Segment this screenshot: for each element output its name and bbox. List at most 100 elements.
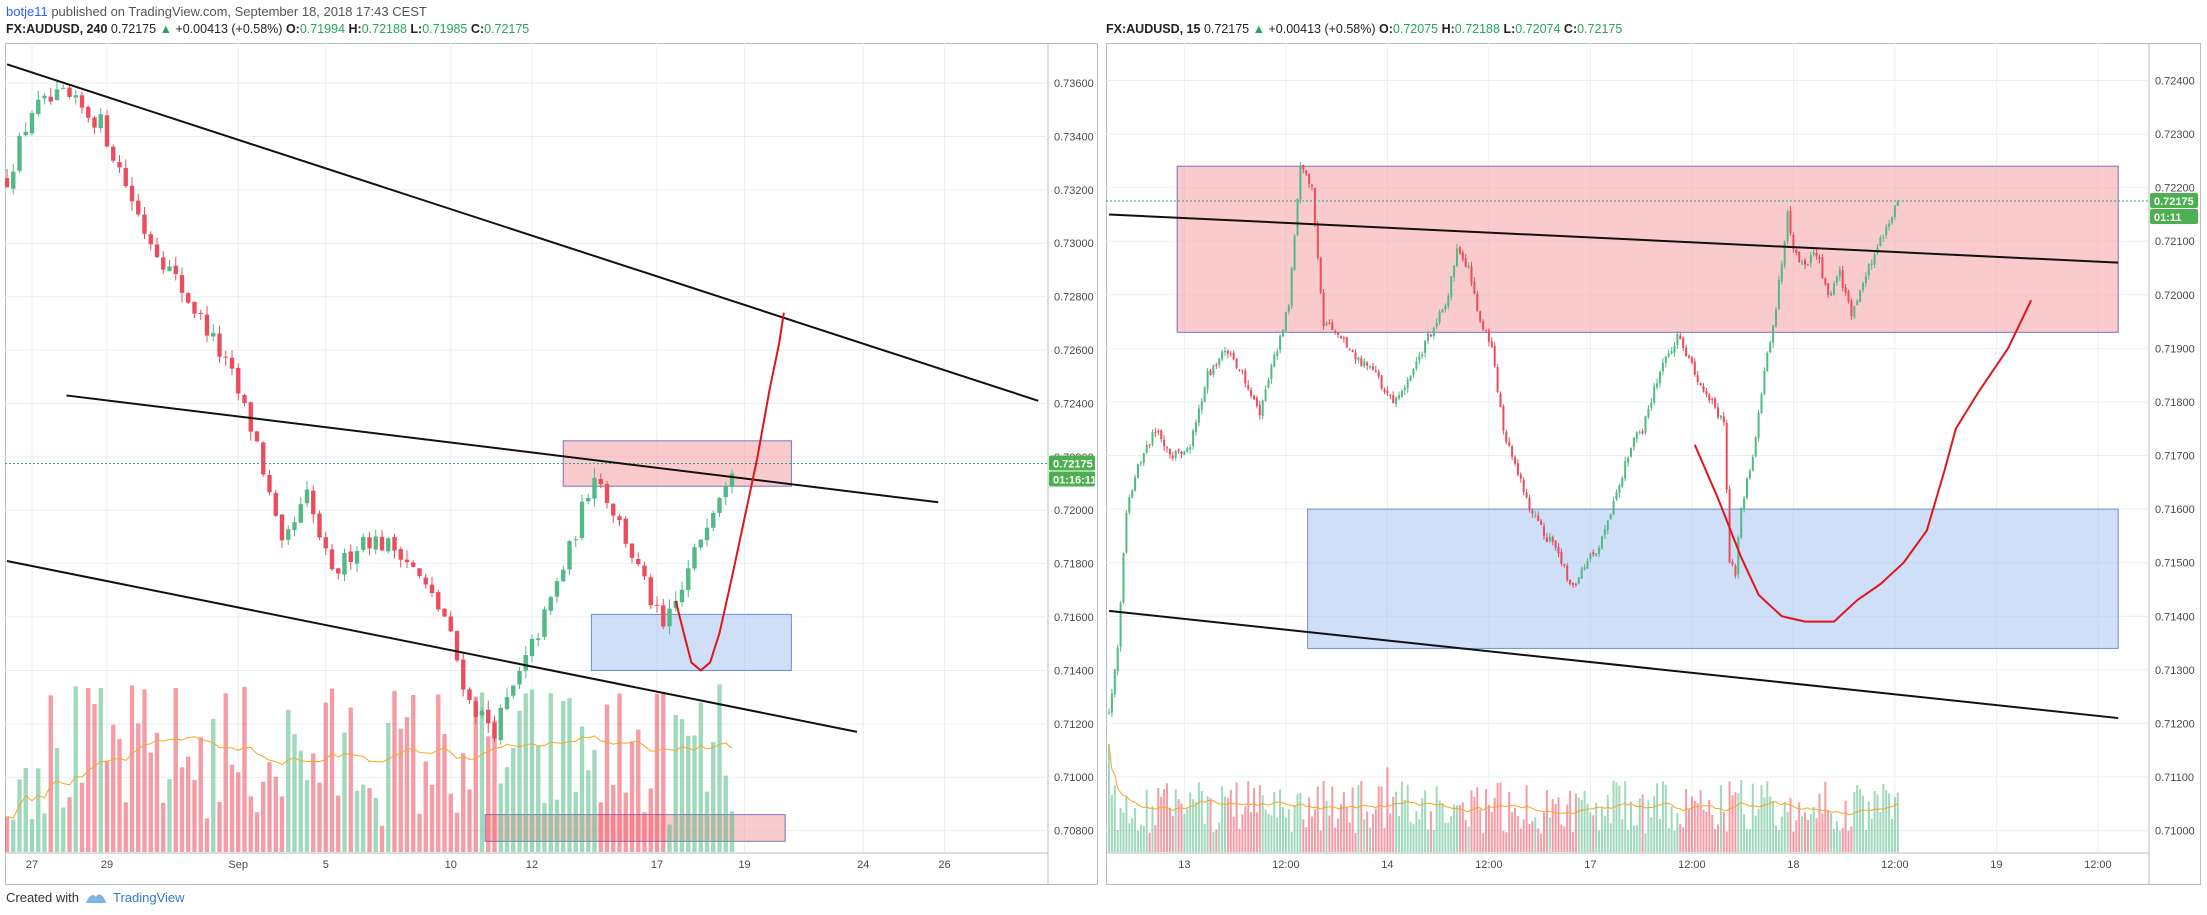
volume-bar	[1542, 812, 1546, 852]
volume-bar	[1177, 799, 1180, 852]
candle-body	[1708, 394, 1711, 401]
volume-bar	[1595, 802, 1598, 852]
right-legend-o-label: O:	[1379, 22, 1393, 36]
candle-body	[1250, 390, 1253, 396]
candle-body	[1447, 295, 1450, 306]
volume-bar	[1789, 797, 1792, 852]
volume-bar	[579, 726, 585, 852]
candle-body	[1305, 170, 1308, 174]
volume-bar	[1302, 819, 1305, 852]
candle-body	[1621, 477, 1624, 487]
left-legend-symbol: FX:AUDUSD, 240	[6, 22, 108, 36]
volume-bar	[1418, 819, 1421, 852]
volume-bar	[92, 704, 97, 852]
volume-bar	[1165, 783, 1169, 852]
volume-bar	[1203, 823, 1206, 852]
volume-bar	[1557, 797, 1560, 852]
candle-body	[1380, 375, 1383, 389]
volume-bar	[1705, 811, 1708, 852]
candle-body	[1780, 264, 1783, 282]
volume-bar	[1383, 827, 1386, 852]
candle-body	[17, 136, 22, 171]
volume-bar	[1772, 800, 1775, 852]
candle-body	[1719, 415, 1722, 418]
candle-body	[1180, 451, 1183, 455]
tradingview-brand-link[interactable]: TradingView	[112, 890, 185, 905]
left-legend-h-label: H:	[348, 22, 362, 36]
x-tick-label: 12:00	[1678, 859, 1706, 871]
volume-bar	[1888, 793, 1891, 852]
volume-bar	[392, 690, 397, 852]
volume-bar	[1511, 812, 1514, 852]
candle-body	[1464, 258, 1467, 267]
volume-bar	[511, 747, 516, 852]
volume-bar	[1583, 790, 1586, 852]
volume-bar	[1534, 817, 1537, 852]
candle-body	[1287, 305, 1290, 312]
candle-body	[1580, 568, 1583, 579]
candle-body	[361, 536, 366, 550]
volume-bar	[1566, 804, 1569, 852]
left-chart-panel[interactable]: 0.73600 0.73400 0.73200 0.73000 0.72800 0.726…	[5, 43, 1098, 885]
volume-bar	[1325, 800, 1328, 852]
candle-body	[1421, 354, 1424, 357]
volume-bar	[1574, 793, 1577, 852]
candle-body	[1687, 355, 1691, 358]
candle-body	[1763, 370, 1766, 395]
candle-body	[654, 604, 660, 606]
candle-body	[1661, 362, 1664, 372]
candle-body	[1818, 257, 1821, 259]
volume-bar	[648, 788, 653, 852]
candle-body	[1363, 361, 1366, 367]
volume-bar	[723, 775, 728, 852]
candle-body	[679, 589, 685, 603]
candle-body	[1667, 353, 1670, 356]
candle-body	[1537, 515, 1540, 521]
volume-bar	[1867, 801, 1870, 852]
candle-body	[267, 475, 272, 493]
author-link[interactable]: botje11	[6, 4, 48, 19]
volume-bar	[1192, 799, 1195, 852]
candle-body	[1116, 647, 1119, 672]
candle-body	[1650, 402, 1653, 408]
x-tick-label: 12:00	[2084, 859, 2112, 871]
volume-bar	[1360, 781, 1363, 852]
candle-body	[1812, 252, 1815, 255]
candle-body	[1841, 270, 1844, 289]
candle-body	[211, 332, 216, 337]
candle-body	[604, 483, 610, 503]
volume-bar	[236, 772, 241, 852]
candle-body	[1273, 354, 1276, 367]
candle-body	[98, 114, 103, 129]
candle-body	[1505, 431, 1508, 443]
candle-body	[1711, 398, 1714, 400]
volume-bar	[1545, 790, 1548, 852]
projection-drawing	[674, 312, 785, 672]
volume-bar	[379, 825, 385, 852]
candle-body	[304, 489, 310, 504]
volume-bar	[1560, 824, 1563, 852]
volume-bar	[1250, 812, 1253, 852]
candle-body	[1432, 328, 1435, 337]
volume-bar	[1537, 828, 1540, 852]
y-tick-label: 0.72600	[1054, 345, 1094, 357]
volume-bar	[1687, 808, 1691, 852]
volume-bar	[186, 756, 191, 852]
volume-bar	[1832, 828, 1836, 852]
volume-bar	[1861, 795, 1865, 852]
candle-body	[1302, 164, 1305, 170]
candle-body	[1139, 462, 1142, 464]
volume-bar	[1859, 789, 1862, 852]
volume-bar	[1693, 800, 1696, 852]
volume-bar	[1128, 823, 1131, 852]
volume-bar	[1328, 815, 1331, 852]
countdown-label: 01:16:11	[1053, 475, 1096, 487]
resistance-zone	[484, 814, 786, 842]
volume-bar	[1870, 818, 1873, 852]
right-chart-panel[interactable]: 0.72400 0.72300 0.72200 0.72100 0.72000 0.719…	[1106, 43, 2201, 885]
candle-body	[292, 522, 297, 531]
candle-body	[586, 497, 591, 502]
volume-bar	[404, 717, 410, 852]
candle-body	[186, 293, 191, 303]
candle-body	[1154, 431, 1157, 433]
